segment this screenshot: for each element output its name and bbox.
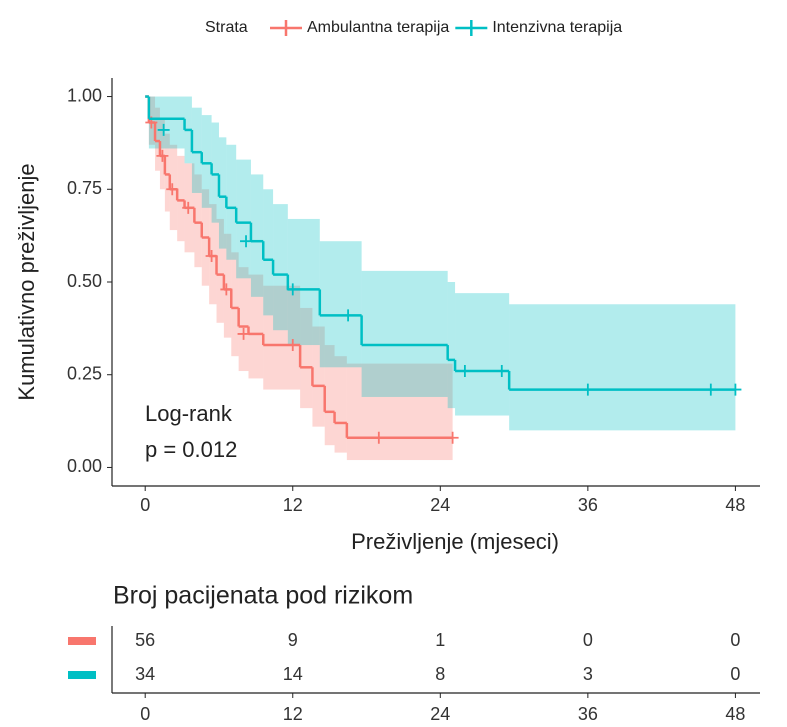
legend-key — [270, 20, 302, 36]
annotation: p = 0.012 — [145, 437, 237, 462]
table-tick-label: 36 — [578, 704, 598, 724]
risk-count: 56 — [135, 630, 155, 650]
risk-count: 8 — [435, 664, 445, 684]
risk-count: 34 — [135, 664, 155, 684]
ci-band — [236, 159, 251, 279]
table-tick-label: 24 — [430, 704, 450, 724]
legend-label: Ambulantna terapija — [307, 19, 449, 36]
censor-mark — [166, 183, 179, 196]
censor-mark — [156, 149, 169, 162]
censor-mark — [729, 383, 742, 396]
risk-count: 14 — [283, 664, 303, 684]
ci-band — [191, 107, 202, 193]
risk-table-title: Broj pacijenata pod rizikom — [113, 582, 413, 610]
x-tick-label: 48 — [725, 495, 745, 515]
ci-band — [324, 345, 335, 446]
censor-mark — [182, 201, 195, 214]
ci-band — [287, 218, 320, 346]
ci-band — [223, 233, 232, 338]
censor-mark — [458, 365, 471, 378]
ci-band — [169, 144, 178, 231]
ci-band — [447, 282, 456, 409]
legend-label: Intenzivna terapija — [492, 19, 622, 36]
ci-band — [248, 274, 264, 379]
ci-band — [238, 267, 249, 372]
ci-band — [155, 107, 160, 171]
legend-key — [455, 20, 488, 36]
censor-mark — [446, 431, 459, 444]
ci-band — [319, 241, 362, 368]
censor-mark — [581, 383, 594, 396]
risk-count: 0 — [730, 630, 740, 650]
ci-band — [334, 356, 347, 453]
risk-count: 9 — [288, 630, 298, 650]
censor-mark — [704, 383, 717, 396]
y-tick-label: 0.00 — [67, 456, 102, 476]
ci-band — [346, 363, 453, 461]
x-tick-label: 0 — [140, 495, 150, 515]
ci-band — [211, 122, 219, 223]
ci-band — [194, 174, 202, 268]
ci-band — [263, 189, 274, 316]
ci-band — [177, 155, 185, 242]
censor-mark — [220, 283, 233, 296]
ci-band — [273, 204, 288, 331]
censor-mark — [495, 365, 508, 378]
legend-title: Strata — [205, 19, 248, 36]
ci-band — [361, 270, 448, 397]
ci-band — [509, 304, 736, 431]
censor-mark — [342, 309, 355, 322]
ci-band — [263, 285, 301, 390]
ci-band — [216, 218, 224, 323]
y-tick-label: 0.50 — [67, 271, 102, 291]
censor-mark — [240, 235, 253, 248]
ci-band — [300, 307, 313, 409]
ci-band — [226, 144, 237, 260]
x-tick-label: 24 — [430, 495, 450, 515]
x-tick-label: 36 — [578, 495, 598, 515]
y-tick-label: 0.25 — [67, 363, 102, 383]
censor-mark — [205, 250, 218, 263]
strata-key — [68, 671, 96, 679]
ci-band — [201, 115, 212, 208]
censor-mark — [372, 431, 385, 444]
risk-count: 3 — [583, 664, 593, 684]
ci-band — [231, 252, 239, 357]
lines — [145, 95, 742, 444]
risk-count: 1 — [435, 630, 445, 650]
y-tick-label: 0.75 — [67, 178, 102, 198]
censor-mark — [157, 123, 170, 136]
table-tick-label: 12 — [283, 704, 303, 724]
ci-band — [164, 133, 170, 212]
ci-band — [312, 326, 325, 427]
annotation: Log-rank — [145, 401, 233, 426]
bands — [148, 96, 736, 461]
x-tick-label: 12 — [283, 495, 303, 515]
table-tick-label: 0 — [140, 704, 150, 724]
y-axis-title: Kumulativno preživljenje — [14, 163, 39, 400]
x-axis-title: Preživljenje (mjeseci) — [351, 529, 559, 554]
table-tick-label: 48 — [725, 704, 745, 724]
y-tick-label: 1.00 — [67, 85, 102, 105]
censor-mark — [286, 339, 299, 352]
censor-mark — [286, 283, 299, 296]
strata-key — [68, 637, 96, 645]
risk-count: 0 — [583, 630, 593, 650]
ci-band — [250, 174, 264, 297]
ci-band — [209, 204, 217, 305]
risk-count: 0 — [730, 664, 740, 684]
ci-band — [218, 137, 227, 249]
censor-mark — [237, 327, 250, 340]
ci-band — [455, 293, 510, 416]
